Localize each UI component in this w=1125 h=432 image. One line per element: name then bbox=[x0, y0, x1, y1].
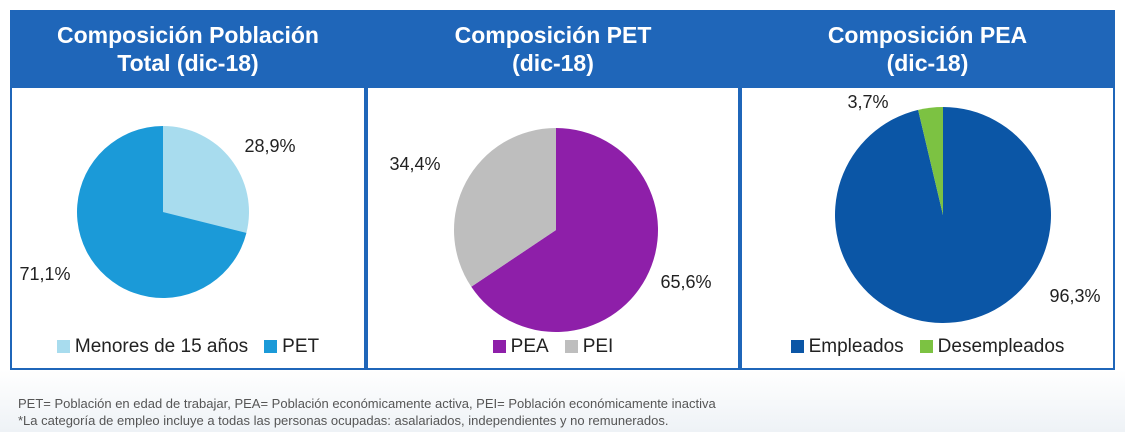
legend: PEA PEI bbox=[366, 334, 740, 360]
legend: Menores de 15 años PET bbox=[10, 334, 366, 360]
pie-slice bbox=[918, 107, 943, 215]
panel-header: Composición PEA (dic-18) bbox=[740, 10, 1115, 88]
legend-item: Desempleados bbox=[919, 336, 1065, 358]
legend-item: PET bbox=[264, 336, 319, 358]
legend-swatch bbox=[264, 340, 278, 353]
legend-item: PEA bbox=[492, 336, 549, 358]
pie-slice bbox=[163, 126, 249, 233]
chart-title: (dic-18) bbox=[512, 50, 594, 76]
legend-label: PEA bbox=[510, 336, 549, 357]
footnote: *La categoría de empleo incluye a todas … bbox=[18, 413, 669, 428]
legend-label: PEI bbox=[582, 336, 614, 357]
pie-slice bbox=[471, 128, 659, 332]
legend-label: PET bbox=[282, 336, 320, 357]
legend-label: Empleados bbox=[808, 336, 904, 357]
legend-swatch bbox=[492, 340, 506, 353]
legend-item: Empleados bbox=[790, 336, 904, 358]
legend-swatch bbox=[919, 340, 933, 353]
legend: Empleados Desempleados bbox=[740, 334, 1115, 360]
slice-label: 3,7% bbox=[847, 92, 888, 112]
legend-item: Menores de 15 años bbox=[56, 336, 249, 358]
slice-label: 65,6% bbox=[660, 272, 711, 292]
chart-title: Total (dic-18) bbox=[117, 50, 259, 76]
slice-label: 96,3% bbox=[1049, 286, 1100, 306]
legend-swatch bbox=[790, 340, 804, 353]
panel-header: Composición PET (dic-18) bbox=[366, 10, 740, 88]
legend-swatch bbox=[564, 340, 578, 353]
chart-title: Composición Población bbox=[57, 22, 319, 48]
chart-title: (dic-18) bbox=[886, 50, 969, 76]
slice-label: 71,1% bbox=[19, 264, 70, 284]
pie-slice bbox=[76, 126, 247, 298]
footnote: PET= Población en edad de trabajar, PEA=… bbox=[18, 396, 716, 411]
slice-label: 28,9% bbox=[244, 136, 295, 156]
pie-slice bbox=[835, 107, 1051, 324]
legend-swatch bbox=[56, 340, 70, 353]
slice-label: 34,4% bbox=[389, 154, 440, 174]
chart-title: Composición PEA bbox=[827, 22, 1028, 48]
legend-label: Desempleados bbox=[937, 336, 1065, 357]
legend-item: PEI bbox=[564, 336, 614, 358]
chart-title: Composición PET bbox=[454, 22, 652, 48]
panel-header: Composición Población Total (dic-18) bbox=[10, 10, 366, 88]
pie-slice bbox=[454, 128, 556, 287]
legend-label: Menores de 15 años bbox=[74, 336, 249, 357]
